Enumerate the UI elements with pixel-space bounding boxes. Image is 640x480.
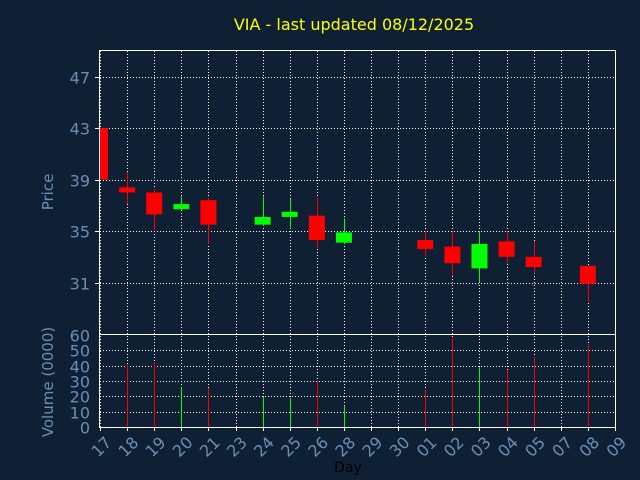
x-tick-label: 09 bbox=[602, 433, 630, 461]
x-axis-label: Day bbox=[334, 460, 362, 476]
volume-tick-label: 10 bbox=[70, 404, 90, 423]
x-tick-label: 25 bbox=[277, 433, 305, 461]
candle-body bbox=[100, 128, 108, 180]
candle-body bbox=[146, 192, 163, 215]
x-tick-label: 20 bbox=[169, 433, 197, 461]
volume-bars bbox=[127, 338, 589, 427]
price-tick-label: 47 bbox=[70, 69, 90, 88]
x-tick-label: 03 bbox=[467, 433, 495, 461]
price-tick-label: 39 bbox=[70, 172, 90, 191]
x-tick-label: 17 bbox=[87, 433, 115, 461]
candle-body bbox=[444, 246, 461, 264]
x-tick-label: 30 bbox=[386, 433, 414, 461]
x-tick-label: 07 bbox=[548, 433, 576, 461]
price-tick-label: 35 bbox=[70, 223, 90, 242]
volume-tick-label: 40 bbox=[70, 358, 90, 377]
candle-body bbox=[579, 265, 596, 284]
x-tick-label: 02 bbox=[440, 433, 468, 461]
x-tick-label: 21 bbox=[196, 433, 224, 461]
x-tick-label: 23 bbox=[223, 433, 251, 461]
price-axis-label: Price bbox=[39, 174, 57, 211]
volume-tick-label: 20 bbox=[70, 388, 90, 407]
candle-body bbox=[281, 211, 298, 217]
candle-body bbox=[525, 256, 542, 268]
candle-body bbox=[173, 204, 190, 210]
price-candles bbox=[100, 128, 596, 302]
candle-body bbox=[119, 187, 136, 193]
volume-tick-label: 0 bbox=[80, 419, 90, 438]
volume-tick-label: 60 bbox=[70, 327, 90, 346]
price-tick-label: 43 bbox=[70, 120, 90, 139]
candle-body bbox=[498, 241, 515, 257]
price-panel-border bbox=[99, 50, 616, 335]
x-tick-label: 19 bbox=[142, 433, 170, 461]
price-tick-label: 31 bbox=[70, 275, 90, 294]
x-tick-label: 26 bbox=[304, 433, 332, 461]
candle-body bbox=[308, 215, 325, 241]
candle-body bbox=[200, 200, 217, 225]
candle-body bbox=[471, 243, 488, 269]
volume-tick-label: 50 bbox=[70, 342, 90, 361]
x-tick-label: 28 bbox=[331, 433, 359, 461]
x-tick-label: 24 bbox=[250, 433, 278, 461]
x-tick-label: 18 bbox=[115, 433, 143, 461]
grid-layer bbox=[95, 51, 616, 431]
x-tick-label: 05 bbox=[521, 433, 549, 461]
candle-body bbox=[417, 240, 434, 250]
x-tick-label: 08 bbox=[575, 433, 603, 461]
candle-body bbox=[254, 216, 271, 225]
x-tick-label: 04 bbox=[494, 433, 522, 461]
x-tick-label: 01 bbox=[413, 433, 441, 461]
x-tick-label: 29 bbox=[359, 433, 387, 461]
candle-body bbox=[335, 232, 352, 243]
chart-title: VIA - last updated 08/12/2025 bbox=[234, 15, 474, 34]
volume-tick-label: 30 bbox=[70, 373, 90, 392]
volume-axis-label: Volume (0000) bbox=[39, 327, 57, 437]
